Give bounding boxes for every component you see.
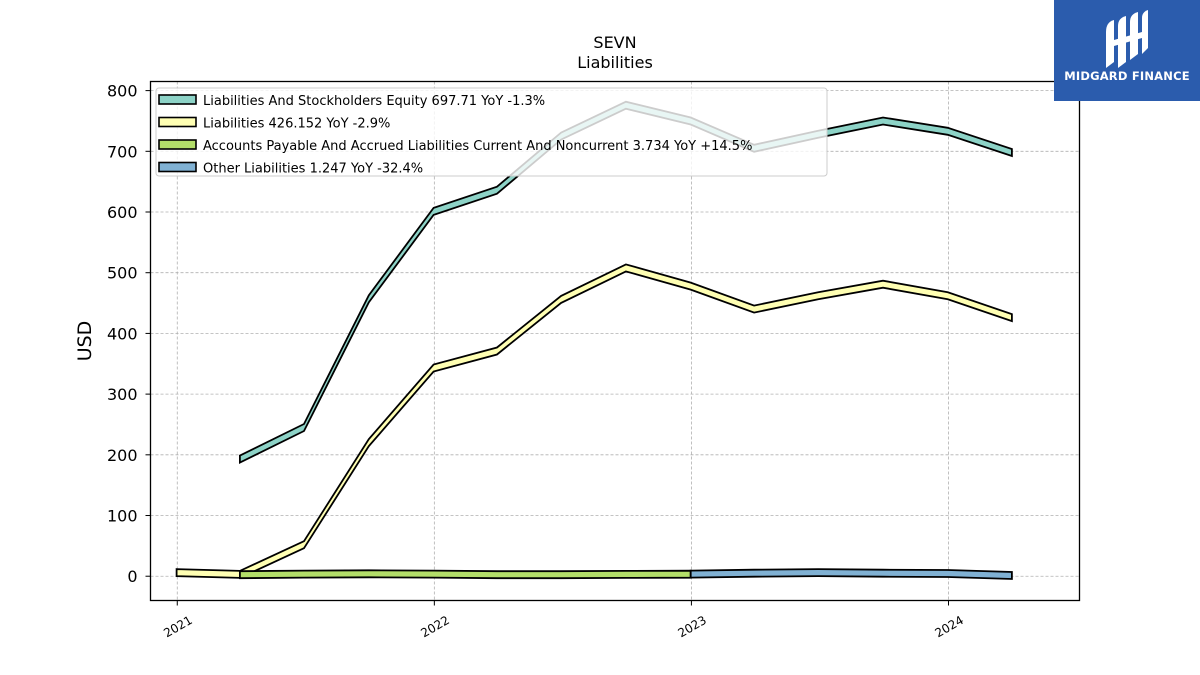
legend-box: [155, 87, 828, 177]
y-tick-label: 700: [107, 142, 138, 161]
x-tick-label: 2024: [933, 613, 966, 640]
y-axis-ticks: 0 100 200 300 400 500 600 700 800: [107, 82, 151, 586]
y-tick-label: 300: [107, 385, 138, 404]
y-tick-label: 400: [107, 324, 138, 343]
legend-entry: Accounts Payable And Accrued Liabilities…: [203, 139, 752, 154]
series-line-1: [175, 263, 1013, 579]
plot-frame: [149, 80, 1081, 602]
y-tick-label: 600: [107, 203, 138, 222]
legend-swatch: [158, 94, 197, 105]
legend-swatch: [158, 116, 197, 128]
series-line-3: [689, 568, 1013, 580]
chart-title: SEVN: [593, 33, 636, 52]
x-tick-label: 2021: [161, 613, 194, 640]
y-tick-label: 100: [107, 507, 138, 526]
brand-name: MIDGARD FINANCE: [1064, 69, 1190, 83]
series-line-2: [238, 569, 692, 580]
legend-entry: Liabilities 426.152 YoY -2.9%: [203, 117, 390, 132]
y-axis-label: USD: [74, 321, 96, 362]
midgard-logo-icon: [1106, 10, 1148, 68]
x-tick-label: 2022: [418, 613, 451, 640]
legend: Liabilities And Stockholders Equity 697.…: [155, 87, 828, 177]
y-tick-label: 500: [107, 264, 138, 283]
y-tick-label: 800: [107, 82, 138, 101]
series-layer: [175, 100, 1013, 580]
legend-entry: Other Liabilities 1.247 YoY -32.4%: [203, 162, 423, 177]
brand-logo: MIDGARD FINANCE: [1054, 0, 1200, 101]
y-tick-label: 200: [107, 446, 138, 465]
y-tick-label: 0: [127, 567, 137, 586]
legend-swatch: [158, 161, 197, 173]
legend-swatch: [158, 139, 197, 150]
x-axis-ticks: 2021 2022 2023 2024: [161, 600, 966, 640]
legend-entry: Liabilities And Stockholders Equity 697.…: [203, 94, 545, 109]
chart-subtitle: Liabilities: [577, 53, 653, 72]
x-tick-label: 2023: [675, 613, 708, 640]
